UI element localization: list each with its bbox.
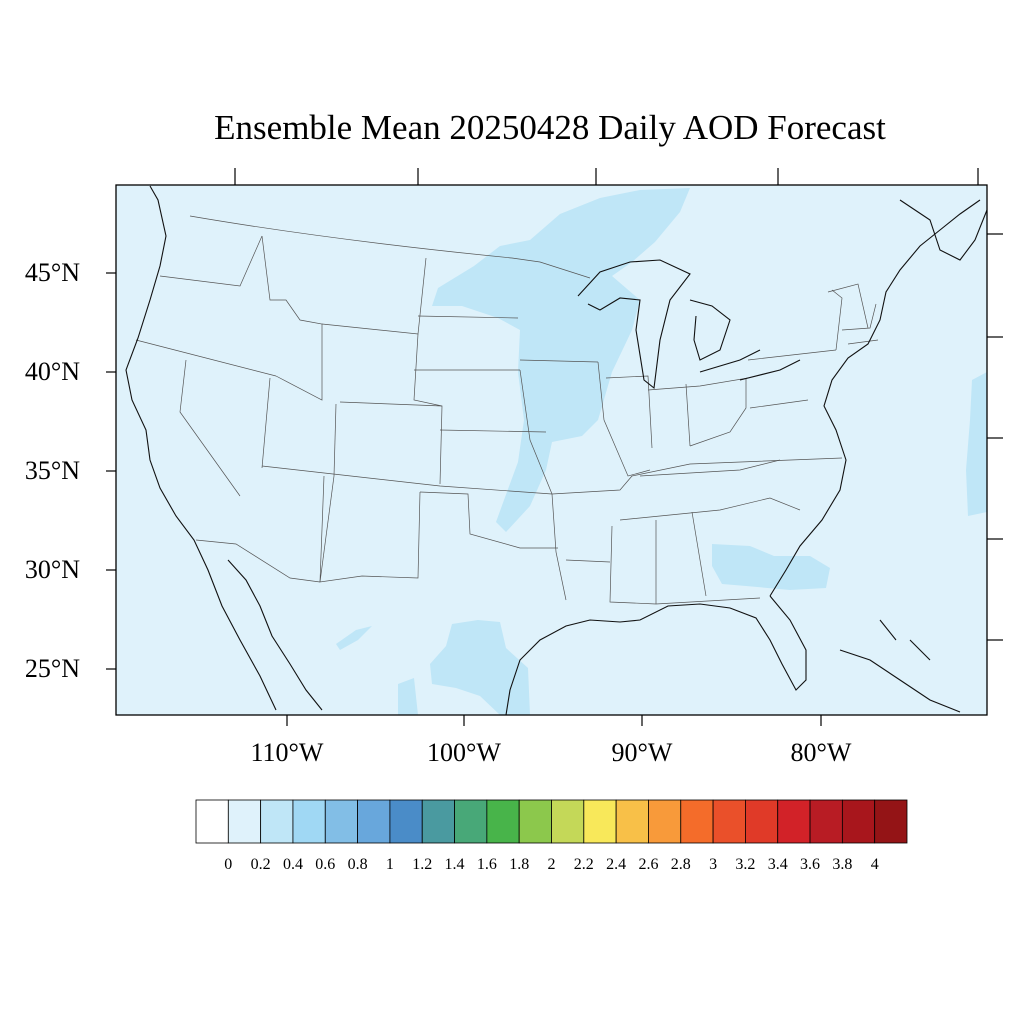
coast-gulf: [505, 595, 807, 715]
colorbar-tick-label: 3.8: [832, 856, 853, 873]
colorbar-swatch: [421, 799, 455, 844]
lon-label-100w: 100°W: [427, 738, 501, 767]
colorbar-tick-label: 2: [547, 856, 556, 873]
colorbar-swatch: [357, 799, 391, 844]
colorbar: [195, 799, 908, 844]
colorbar-swatch: [518, 799, 552, 844]
colorbar-swatch: [874, 799, 908, 844]
colorbar-tick-label: 1.6: [476, 856, 497, 873]
colorbar-tick-label: 3.4: [767, 856, 788, 873]
colorbar-swatch: [615, 799, 649, 844]
colorbar-tick-label: 3.6: [800, 856, 820, 873]
colorbar-swatch: [195, 799, 229, 844]
colorbar-swatch: [712, 799, 746, 844]
colorbar-swatch: [260, 799, 294, 844]
colorbar-swatch: [486, 799, 520, 844]
colorbar-tick-label: 0.4: [283, 856, 303, 873]
colorbar-tick-label: 2.4: [606, 856, 627, 873]
coast-baja-gulf: [227, 559, 323, 711]
aod-region-texas-gulf: [336, 626, 372, 650]
coast-canada-east: [899, 199, 987, 261]
colorbar-tick-label: 0.6: [315, 856, 336, 873]
colorbar-swatch: [680, 799, 714, 844]
colorbar-tick-label: 1: [385, 856, 394, 873]
page-title: Ensemble Mean 20250428 Daily AOD Forecas…: [214, 108, 886, 147]
colorbar-swatch: [809, 799, 843, 844]
lat-label-30: 30°N: [24, 555, 80, 584]
colorbar-tick-label: 2.6: [638, 856, 659, 873]
colorbar-tick-label: 1.4: [444, 856, 465, 873]
lon-label-80w: 80°W: [790, 738, 852, 767]
aod-enhanced-areas: [336, 188, 987, 715]
colorbar-tick-label: 1.8: [509, 856, 530, 873]
colorbar-tick-label: 2.8: [670, 856, 691, 873]
coast-atlantic: [769, 199, 981, 597]
aod-region-plains-lakes: [432, 188, 690, 532]
aod-region-texas-west: [398, 678, 418, 715]
colorbar-tick-label: 0: [224, 856, 233, 873]
colorbar-tick-label: 3: [709, 856, 718, 873]
colorbar-tick-label: 0.2: [250, 856, 271, 873]
colorbar-swatch: [777, 799, 811, 844]
lon-label-90w: 90°W: [611, 738, 673, 767]
colorbar-swatch: [292, 799, 326, 844]
colorbar-tick-label: 3.2: [735, 856, 756, 873]
colorbar-swatch: [389, 799, 423, 844]
lat-label-40: 40°N: [24, 357, 80, 386]
colorbar-swatch: [745, 799, 779, 844]
colorbar-swatch: [841, 799, 876, 844]
lat-label-25: 25°N: [24, 654, 80, 683]
colorbar-swatch: [583, 799, 617, 844]
lon-label-110w: 110°W: [250, 738, 324, 767]
colorbar-tick-label: 1.2: [412, 856, 433, 873]
colorbar-swatch: [227, 799, 262, 844]
colorbar-swatch: [551, 799, 585, 844]
aod-region-southeast: [712, 544, 830, 590]
lat-label-35: 35°N: [24, 456, 80, 485]
state-borders: [135, 215, 879, 605]
colorbar-swatch: [454, 799, 488, 844]
axis-ticks: [106, 168, 1003, 726]
lat-label-45: 45°N: [24, 258, 80, 287]
colorbar-swatch: [324, 799, 358, 844]
aod-region-atlantic: [966, 372, 987, 516]
map-frame: [115, 184, 988, 716]
aod-region-texas: [430, 620, 530, 715]
colorbar-tick-label: 2.2: [573, 856, 594, 873]
coast-pacific: [125, 185, 277, 711]
colorbar-swatch: [648, 799, 682, 844]
coast-cuba-bahamas: [839, 619, 961, 713]
coast-great-lakes: [577, 259, 801, 390]
colorbar-tick-label: 0.8: [347, 856, 368, 873]
colorbar-tick-label: 4: [870, 856, 879, 873]
coastlines: [125, 185, 987, 715]
